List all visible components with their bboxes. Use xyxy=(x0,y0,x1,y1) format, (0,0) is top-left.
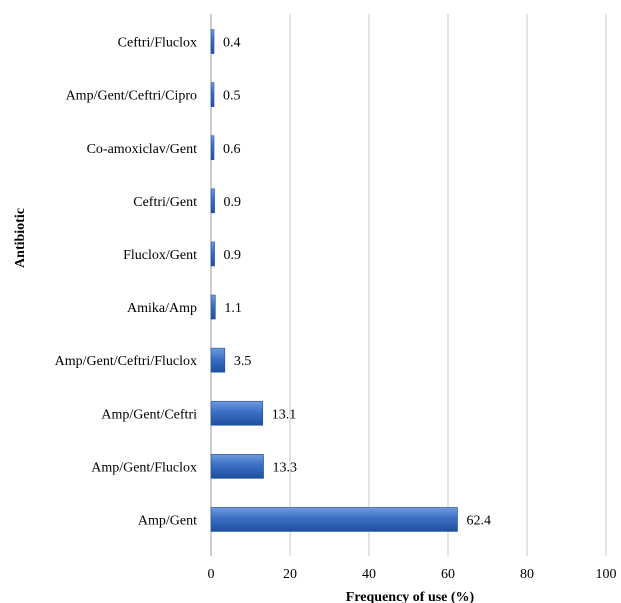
x-tick-label: 60 xyxy=(441,567,455,582)
y-axis-title: Antibiotic xyxy=(13,208,28,268)
data-label: 3.5 xyxy=(234,354,252,369)
category-label: Amika/Amp xyxy=(127,301,197,316)
x-tick-label: 20 xyxy=(283,567,297,582)
category-label: Amp/Gent/Ceftri/Fluclox xyxy=(55,354,197,369)
category-label: Ceftri/Gent xyxy=(133,195,197,210)
data-label: 13.1 xyxy=(272,407,297,422)
data-label: 0.4 xyxy=(223,36,241,51)
category-label: Amp/Gent/Fluclox xyxy=(91,460,197,475)
data-label: 0.5 xyxy=(223,89,241,104)
data-label: 0.9 xyxy=(224,248,242,263)
bar xyxy=(210,241,215,267)
category-label: Ceftri/Fluclox xyxy=(118,36,197,51)
bar xyxy=(210,294,216,320)
gridlines xyxy=(210,14,607,556)
data-label: 13.3 xyxy=(273,460,298,475)
bar xyxy=(210,347,226,373)
x-tick-label: 100 xyxy=(596,567,617,582)
x-axis-title: Frequency of use (%) xyxy=(346,590,475,603)
bar xyxy=(210,400,264,426)
bar xyxy=(210,454,264,479)
x-tick-label: 80 xyxy=(520,567,534,582)
data-label: 1.1 xyxy=(224,301,242,316)
category-label: Amp/Gent/Ceftri/Cipro xyxy=(66,89,197,104)
category-label: Fluclox/Gent xyxy=(123,248,197,263)
bars xyxy=(210,29,458,532)
x-tick-label: 40 xyxy=(362,567,376,582)
data-label: 0.9 xyxy=(224,195,242,210)
category-label: Amp/Gent/Ceftri xyxy=(101,407,197,422)
data-label: 0.6 xyxy=(223,142,241,157)
labels: 0 20 40 60 80 100 Ceftri/Fluclox 0.4 Amp/Gent/Ce… xyxy=(55,36,617,582)
data-label: 62.4 xyxy=(466,513,491,528)
bar xyxy=(210,507,458,532)
bar xyxy=(210,135,215,161)
category-label: Amp/Gent xyxy=(138,513,197,528)
x-tick-label: 0 xyxy=(208,567,215,582)
bar xyxy=(210,29,215,54)
bar xyxy=(210,188,215,214)
category-label: Co-amoxiclav/Gent xyxy=(87,142,198,157)
bar xyxy=(210,82,215,107)
